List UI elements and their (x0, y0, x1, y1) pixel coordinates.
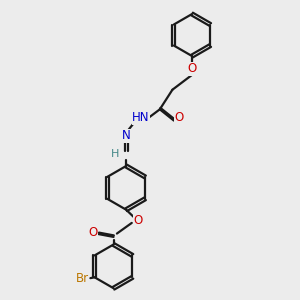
Text: O: O (175, 111, 184, 124)
Text: O: O (88, 226, 97, 239)
Text: N: N (122, 130, 130, 142)
Text: H: H (111, 149, 120, 159)
Text: O: O (188, 62, 197, 75)
Text: Br: Br (75, 272, 88, 285)
Text: O: O (133, 214, 142, 226)
Text: HN: HN (132, 111, 150, 124)
